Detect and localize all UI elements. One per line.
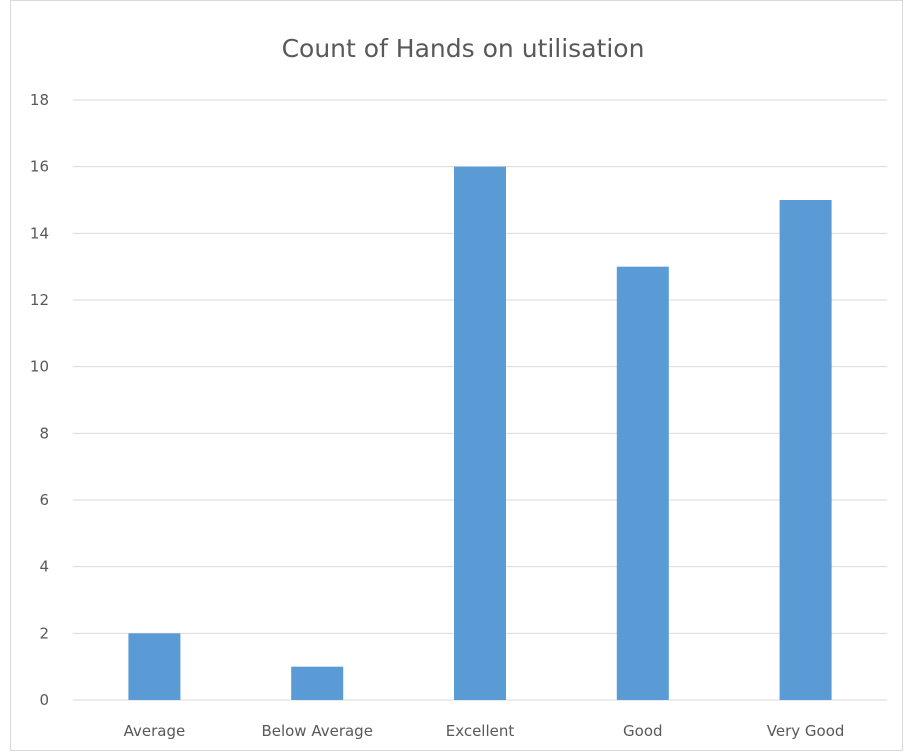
bar-below-average [291,666,344,700]
y-tick-label: 10 [30,358,49,376]
x-category-label: Below Average [261,722,373,740]
y-tick-label: 18 [30,91,49,109]
y-tick-label: 4 [39,558,49,576]
y-tick-label: 14 [30,224,49,242]
x-category-label: Average [124,722,186,740]
y-axis-tick-labels: 0 2 4 6 8 10 12 14 16 18 [30,91,49,709]
y-tick-label: 16 [30,158,49,176]
bar-very-good [779,200,832,700]
bar-good [616,266,669,700]
bar-average [128,633,181,700]
bar-excellent [454,166,506,700]
chart-title: Count of Hands on utilisation [282,34,645,63]
x-category-label: Excellent [446,722,515,740]
x-category-label: Very Good [767,722,845,740]
x-category-label: Good [623,722,663,740]
y-tick-label: 6 [39,491,49,509]
bars [128,166,832,700]
bar-chart: Count of Hands on utilisation 0 2 4 6 8 10 12 1… [30,34,887,740]
y-tick-label: 0 [39,691,49,709]
x-axis-category-labels: Average Below Average Excellent Good Very Go… [124,722,845,740]
y-tick-label: 2 [39,624,49,642]
y-tick-label: 12 [30,291,49,309]
y-tick-label: 8 [39,424,49,442]
chart-area: Count of Hands on utilisation 0 2 4 6 8 10 12 1… [10,0,903,751]
